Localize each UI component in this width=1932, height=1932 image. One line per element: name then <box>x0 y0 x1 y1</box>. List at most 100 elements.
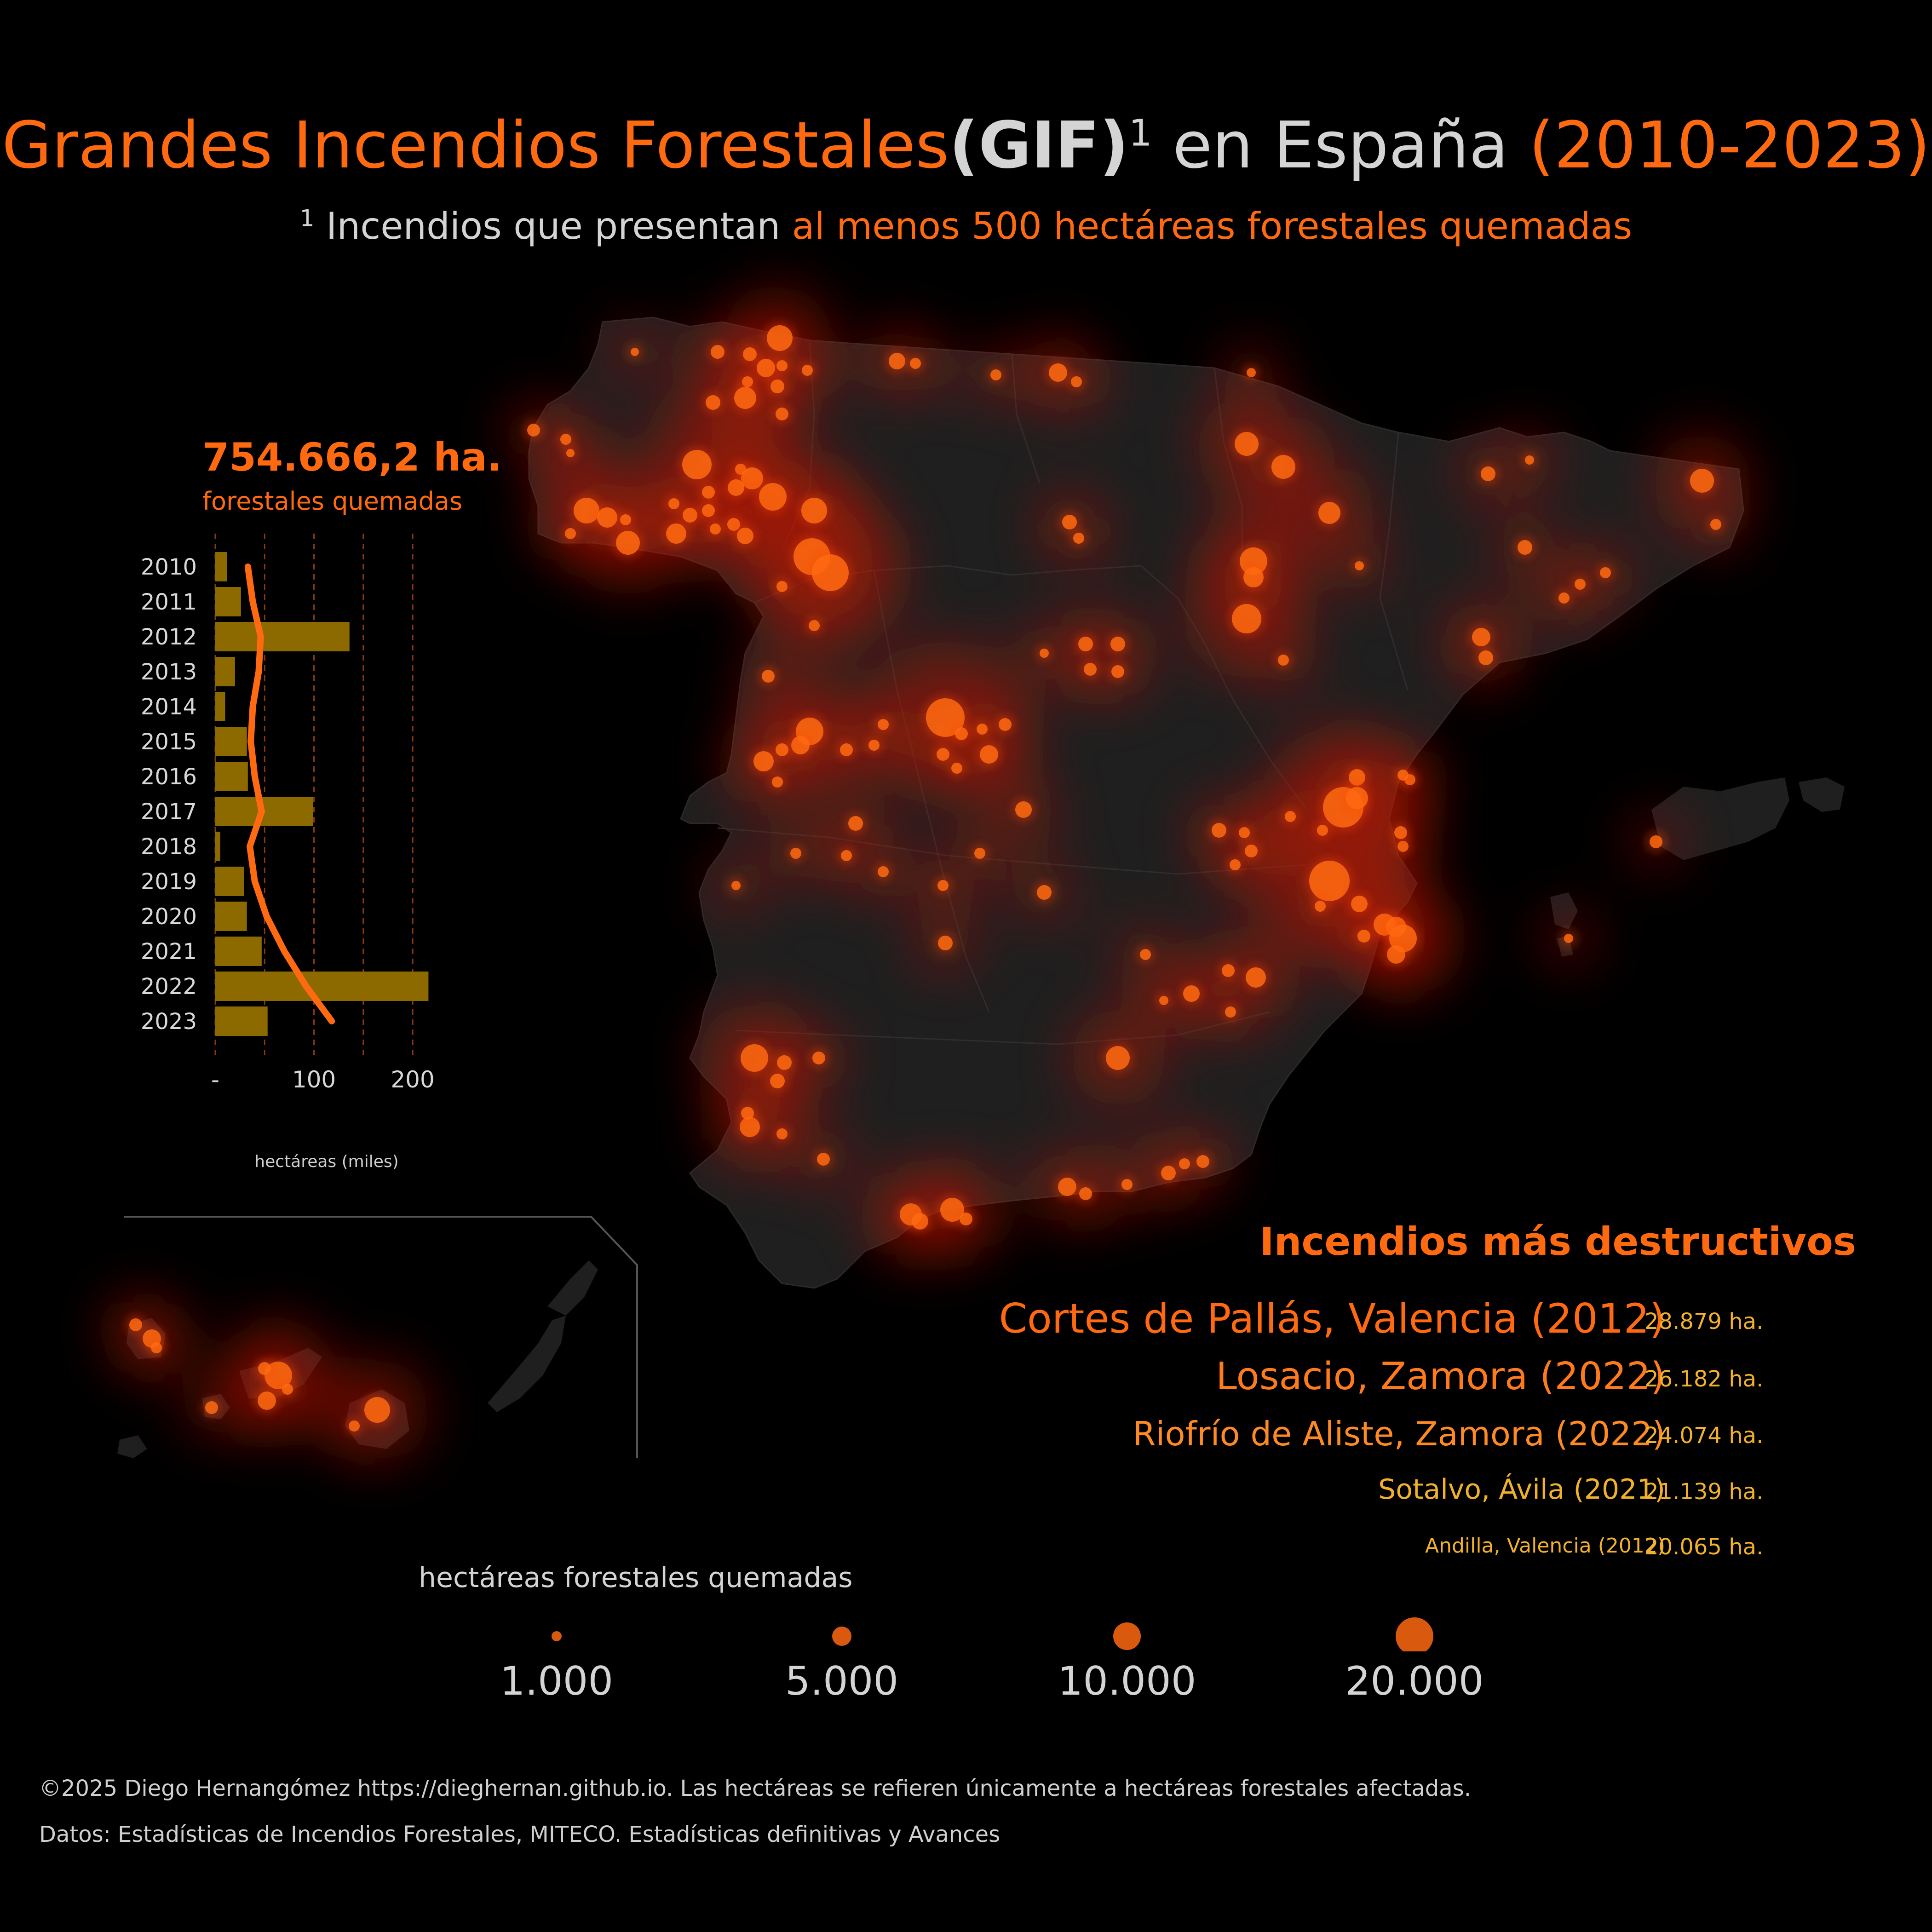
fire-point <box>790 848 801 859</box>
fire-point <box>974 848 985 859</box>
fire-point <box>937 748 949 761</box>
legend-label: 10.000 <box>1058 1658 1196 1704</box>
x-tick-label: 100 <box>292 1066 336 1093</box>
legend-label: 1.000 <box>500 1658 614 1704</box>
bar-2018 <box>215 832 220 861</box>
fire-point <box>817 1153 830 1166</box>
title-part1: Grandes Incendios Forestales <box>2 108 949 183</box>
fire-point <box>1073 533 1084 544</box>
fire-point <box>1278 655 1289 666</box>
fire-point <box>1084 663 1097 676</box>
fire-point <box>1710 519 1721 530</box>
yearly-bar-chart: 2010 2011 2012 2013 2014 2015 2016 2017 2018 2019… <box>141 534 435 1093</box>
fire-point <box>776 743 788 756</box>
fire-point <box>734 387 756 409</box>
mallorca-island <box>1651 777 1789 860</box>
fire-point <box>889 353 905 369</box>
fire-point <box>878 719 889 730</box>
fire-point <box>878 866 889 877</box>
page-title: Grandes Incendios Forestales(GIF)1 en Es… <box>0 108 1932 183</box>
fire-point <box>977 724 988 735</box>
bar-2023 <box>215 1006 268 1036</box>
year-label: 2020 <box>141 904 197 930</box>
fire-point <box>1159 996 1168 1005</box>
fire-point <box>1397 770 1409 781</box>
fire-point <box>702 504 715 517</box>
fire-point <box>682 450 712 479</box>
legend-circle-20000 <box>1396 1617 1433 1651</box>
bar-2022 <box>215 972 429 1001</box>
fire-point <box>801 498 827 523</box>
bar-2012 <box>215 622 350 651</box>
fire-point <box>767 325 793 351</box>
total-hectares-label: forestales quemadas <box>202 487 463 516</box>
fire-point <box>349 1420 360 1432</box>
heat-glow <box>108 287 1750 1461</box>
destructive-fire-name: Riofrío de Aliste, Zamora (2022) <box>1133 1414 1665 1453</box>
fire-point <box>1650 835 1662 848</box>
subtitle-part1: Incendios que presentan <box>314 205 792 247</box>
year-label: 2018 <box>141 834 197 860</box>
bar-2010 <box>215 552 227 581</box>
fire-point <box>1600 567 1611 578</box>
year-label: 2013 <box>141 659 197 685</box>
fire-point <box>762 670 775 683</box>
fire-point <box>527 424 540 437</box>
fire-point <box>741 1107 754 1120</box>
fire-point <box>1049 363 1067 382</box>
fire-point <box>770 1074 785 1088</box>
fire-point <box>737 528 753 544</box>
bar-2013 <box>215 657 235 686</box>
fire-point <box>1037 885 1052 900</box>
fire-point <box>868 740 880 751</box>
bar-2019 <box>215 867 244 896</box>
bar-2014 <box>215 692 225 721</box>
fire-point <box>772 776 783 788</box>
total-hectares-value: 754.666,2 ha. <box>202 435 502 480</box>
fire-point <box>205 1401 218 1414</box>
fire-point <box>757 359 775 377</box>
fire-point <box>743 347 757 361</box>
fire-point <box>1318 502 1340 524</box>
fire-point <box>910 358 921 369</box>
subtitle-sup: 1 <box>299 205 315 232</box>
fire-point <box>1140 949 1151 960</box>
fire-point <box>840 743 853 756</box>
fire-point <box>282 1384 293 1395</box>
fire-point <box>151 1342 162 1353</box>
fire-point <box>1235 432 1259 456</box>
bar-2021 <box>215 937 262 966</box>
destructive-fire-name: Cortes de Pallás, Valencia (2012) <box>999 1295 1665 1342</box>
fire-point <box>812 554 849 591</box>
destructive-fire-value: 28.879 ha. <box>1644 1309 1764 1334</box>
fire-point <box>990 369 1001 380</box>
year-label: 2017 <box>141 799 197 825</box>
fire-point <box>951 763 962 774</box>
fire-point <box>1078 637 1093 651</box>
fire-point <box>129 1318 142 1331</box>
title-part2: (GIF) <box>949 108 1129 183</box>
fire-point <box>1230 859 1241 870</box>
fire-point <box>364 1397 390 1423</box>
fire-point <box>1079 1187 1092 1200</box>
year-label: 2023 <box>141 1009 197 1035</box>
chart-x-axis-title: hectáreas (miles) <box>254 1152 399 1171</box>
year-label: 2012 <box>141 624 197 650</box>
page-subtitle: 1 Incendios que presentan al menos 500 h… <box>0 205 1932 247</box>
title-sup: 1 <box>1128 111 1152 155</box>
fire-point <box>1245 845 1258 857</box>
fire-point <box>753 751 774 771</box>
fire-point <box>616 531 640 555</box>
fire-point <box>938 936 953 950</box>
fire-points <box>125 321 1726 1436</box>
x-tick-label: - <box>211 1066 219 1093</box>
fire-point <box>776 408 788 420</box>
footer-source: Datos: Estadísticas de Incendios Foresta… <box>39 1822 1000 1847</box>
fire-point <box>597 507 617 528</box>
fire-point <box>759 483 787 511</box>
chart-x-tick-labels: - 100 200 <box>211 1066 435 1093</box>
fire-point <box>776 1128 788 1139</box>
x-tick-label: 200 <box>391 1066 434 1093</box>
legend-label: 20.000 <box>1345 1658 1484 1704</box>
fire-point <box>1243 567 1264 587</box>
